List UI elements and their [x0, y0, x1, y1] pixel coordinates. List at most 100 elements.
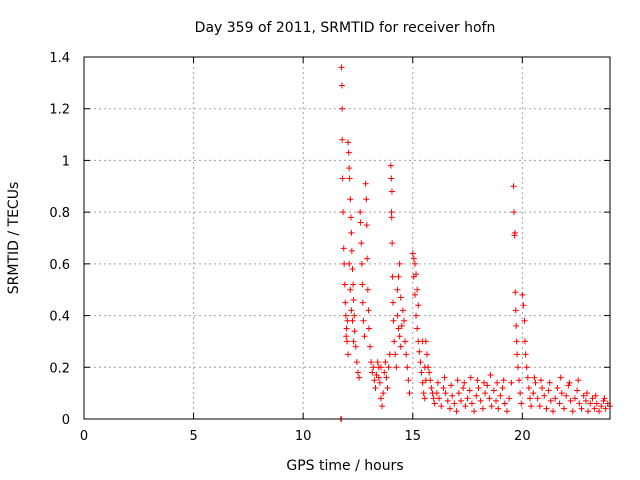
data-point-marker: [423, 351, 430, 358]
data-point-marker: [371, 377, 378, 384]
data-point-marker: [349, 317, 356, 324]
data-point-marker: [340, 209, 347, 216]
data-point-marker: [433, 390, 440, 397]
data-point-marker: [464, 395, 471, 402]
data-point-marker: [479, 405, 486, 412]
data-point-marker: [389, 273, 396, 280]
data-point-marker: [360, 317, 367, 324]
data-point-marker: [493, 397, 500, 404]
data-point-marker: [405, 377, 412, 384]
data-point-marker: [525, 384, 532, 391]
data-point-marker: [593, 400, 600, 407]
data-point-marker: [367, 343, 374, 350]
data-point-marker: [550, 408, 557, 415]
data-point-marker: [583, 390, 590, 397]
data-point-marker: [347, 214, 354, 221]
data-point-marker: [393, 364, 400, 371]
data-point-marker: [348, 229, 355, 236]
data-point-marker: [585, 408, 592, 415]
data-point-marker: [383, 374, 390, 381]
data-point-marker: [350, 338, 357, 345]
data-point-marker: [532, 379, 539, 386]
data-point-marker: [574, 387, 581, 394]
y-axis-label: SRMTID / TECUs: [6, 182, 22, 295]
data-point-marker: [345, 149, 352, 156]
grid-lines: [84, 57, 610, 419]
data-point-marker: [436, 395, 443, 402]
data-point-marker: [462, 403, 469, 410]
data-point-marker: [508, 379, 515, 386]
data-point-marker: [365, 325, 372, 332]
data-point-marker: [406, 390, 413, 397]
x-tick-label: 20: [514, 429, 531, 444]
data-point-marker: [441, 374, 448, 381]
data-point-marker: [344, 317, 351, 324]
data-point-marker: [560, 405, 567, 412]
data-point-marker: [342, 299, 349, 306]
data-point-marker: [352, 343, 359, 350]
data-point-marker: [347, 196, 354, 203]
data-point-marker: [517, 390, 524, 397]
data-point-marker: [497, 392, 504, 399]
data-point-marker: [521, 317, 528, 324]
data-point-marker: [386, 351, 393, 358]
y-tick-label: 1.2: [49, 103, 70, 118]
data-point-marker: [388, 209, 395, 216]
data-point-marker: [374, 359, 381, 366]
data-point-marker: [558, 390, 565, 397]
data-point-marker: [587, 400, 594, 407]
y-tick-label: 0.4: [49, 310, 70, 325]
data-point-marker: [399, 307, 406, 314]
data-point-marker: [382, 359, 389, 366]
data-point-marker: [395, 273, 402, 280]
x-tick-label: 15: [404, 429, 421, 444]
data-point-marker: [397, 343, 404, 350]
data-point-marker: [342, 312, 349, 319]
data-point-marker: [346, 165, 353, 172]
data-point-marker: [514, 364, 521, 371]
data-point-marker: [530, 390, 537, 397]
data-point-marker: [582, 397, 589, 404]
data-point-marker: [528, 403, 535, 410]
data-point-marker: [438, 403, 445, 410]
data-point-marker: [376, 379, 383, 386]
x-axis-label: GPS time / hours: [286, 458, 403, 474]
data-point-marker: [390, 317, 397, 324]
data-point-marker: [387, 162, 394, 169]
data-point-marker: [345, 351, 352, 358]
data-point-marker: [451, 400, 458, 407]
data-point-marker: [514, 351, 521, 358]
data-point-marker: [345, 139, 352, 146]
data-point-marker: [457, 397, 464, 404]
data-points: [337, 64, 613, 422]
data-point-marker: [571, 395, 578, 402]
data-point-marker: [410, 273, 417, 280]
data-point-marker: [339, 136, 346, 143]
data-point-marker: [347, 286, 354, 293]
data-point-marker: [524, 374, 531, 381]
data-point-marker: [578, 405, 585, 412]
data-point-marker: [566, 379, 573, 386]
y-tick-label: 0: [62, 413, 70, 428]
data-point-marker: [359, 299, 366, 306]
data-point-marker: [513, 322, 520, 329]
data-point-marker: [418, 369, 425, 376]
data-point-marker: [414, 286, 421, 293]
data-point-marker: [385, 364, 392, 371]
data-point-marker: [362, 180, 369, 187]
data-point-marker: [396, 260, 403, 267]
data-point-marker: [341, 260, 348, 267]
data-point-marker: [348, 307, 355, 314]
data-point-marker: [534, 395, 541, 402]
data-point-marker: [545, 387, 552, 394]
data-point-marker: [430, 395, 437, 402]
data-point-marker: [346, 175, 353, 182]
data-point-marker: [490, 387, 497, 394]
data-point-marker: [363, 196, 370, 203]
data-point-marker: [547, 397, 554, 404]
data-point-marker: [499, 384, 506, 391]
data-point-marker: [474, 377, 481, 384]
data-point-marker: [487, 372, 494, 379]
data-point-marker: [415, 302, 422, 309]
